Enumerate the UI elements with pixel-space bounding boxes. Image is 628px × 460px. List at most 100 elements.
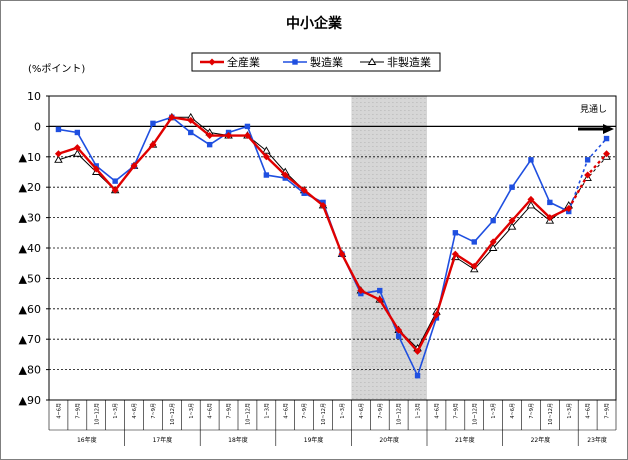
point-marker [470, 262, 478, 270]
point-marker [508, 217, 516, 225]
point-marker [490, 217, 496, 224]
point-marker [208, 58, 216, 66]
x-tick-label: 10~12月 [321, 403, 327, 425]
x-tick-label: 7~9月 [605, 403, 611, 419]
fiscal-year-label: 23年度 [587, 436, 607, 444]
fiscal-year-label: 16年度 [77, 436, 97, 444]
gridlines [49, 156, 616, 371]
point-marker [377, 287, 383, 294]
point-marker [319, 201, 327, 209]
y-axis-label: (%ポイント) [28, 63, 85, 75]
x-tick-label: 4~6月 [132, 403, 138, 419]
shaded-period-texture [352, 98, 426, 399]
x-tick-label: 7~9月 [75, 403, 81, 419]
y-tick-label: 10 [27, 90, 41, 103]
point-marker [206, 141, 213, 148]
point-marker [395, 333, 402, 339]
point-marker [73, 149, 82, 157]
x-tick-label: 4~6月 [359, 403, 365, 419]
x-tick-label: 1~3月 [113, 403, 119, 419]
y-tick-label: ▲10 [19, 151, 41, 164]
x-tick-label: 4~6月 [586, 403, 592, 419]
point-marker [547, 199, 553, 206]
x-tick-label: 1~3月 [189, 403, 195, 419]
x-tick-label: 7~9月 [529, 403, 535, 419]
fiscal-year-label: 21年度 [455, 436, 475, 444]
fiscal-year-label: 20年度 [379, 436, 399, 444]
point-marker [509, 184, 515, 190]
y-tick-label: ▲60 [19, 303, 41, 316]
legend-item: 非製造業 [360, 55, 431, 69]
point-marker [54, 150, 62, 158]
point-marker [244, 123, 251, 130]
y-tick-label: ▲50 [19, 272, 41, 285]
x-tick-label: 4~6月 [283, 403, 289, 419]
series-layer [54, 112, 611, 379]
series-line [58, 116, 570, 349]
point-marker [603, 135, 610, 142]
point-marker [130, 162, 138, 170]
fiscal-year-label: 18年度 [228, 436, 248, 444]
fiscal-year-label: 22年度 [531, 436, 551, 444]
x-tick-label: 1~3月 [491, 403, 497, 419]
y-tick-label: ▲40 [19, 242, 41, 255]
point-marker [206, 132, 214, 140]
x-tick-label: 7~9月 [151, 403, 157, 419]
series-line [58, 116, 570, 353]
point-marker [54, 155, 63, 163]
point-marker [395, 326, 403, 334]
point-marker [73, 144, 81, 152]
y-tick-label: ▲90 [19, 394, 41, 407]
point-marker [414, 347, 422, 355]
x-tick-label: 10~12月 [548, 403, 554, 425]
point-marker [92, 165, 100, 173]
x-tick-label: 10~12月 [245, 403, 251, 425]
legend-label: 非製造業 [387, 55, 431, 69]
point-marker [528, 157, 534, 163]
point-marker [55, 126, 62, 133]
y-tick-label: ▲70 [19, 333, 41, 346]
x-tick-label: 7~9月 [378, 403, 384, 419]
point-marker [376, 296, 384, 304]
point-marker [111, 186, 119, 194]
y-tick-label: ▲20 [19, 181, 41, 194]
x-tick-label: 7~9月 [227, 403, 233, 419]
fiscal-year-label: 17年度 [153, 436, 173, 444]
point-marker [300, 186, 308, 194]
x-tick-label: 1~3月 [264, 403, 270, 419]
point-marker [451, 250, 459, 258]
x-tick-label: 7~9月 [453, 403, 459, 419]
point-marker [367, 57, 377, 65]
point-marker [584, 157, 591, 163]
forecast-annotation: 見通し [578, 104, 614, 134]
point-marker [527, 195, 535, 203]
point-marker [292, 59, 298, 65]
legend-box [191, 52, 441, 72]
x-tick-label: 1~3月 [340, 403, 346, 419]
x-tick-label: 10~12月 [170, 403, 176, 425]
x-tick-label: 1~3月 [416, 403, 422, 419]
x-tick-label: 4~6月 [208, 403, 214, 419]
x-tick-label: 4~6月 [56, 403, 62, 419]
point-marker [149, 141, 157, 149]
point-marker [526, 201, 536, 209]
point-marker [281, 171, 289, 179]
legend-item: 製造業 [283, 55, 343, 69]
forecast-label: 見通し [580, 104, 607, 115]
fiscal-year-label: 19年度 [304, 436, 324, 444]
y-axis-ticks: 10 0 ▲10 ▲20 ▲30 ▲40 ▲50 ▲60 ▲70 ▲80 ▲90 [19, 90, 49, 407]
forecast-arrow-head [603, 124, 614, 134]
point-marker [489, 238, 497, 246]
point-marker [168, 113, 176, 121]
point-marker [507, 222, 517, 230]
point-marker [112, 178, 118, 184]
x-tick-label: 10~12月 [94, 403, 100, 425]
legend-label: 製造業 [310, 55, 343, 69]
x-tick-label: 4~6月 [434, 403, 440, 419]
legend-label: 全産業 [227, 55, 260, 69]
point-marker [338, 250, 346, 258]
point-marker [584, 171, 592, 179]
point-marker [357, 287, 365, 295]
x-tick-label: 7~9月 [302, 403, 308, 419]
